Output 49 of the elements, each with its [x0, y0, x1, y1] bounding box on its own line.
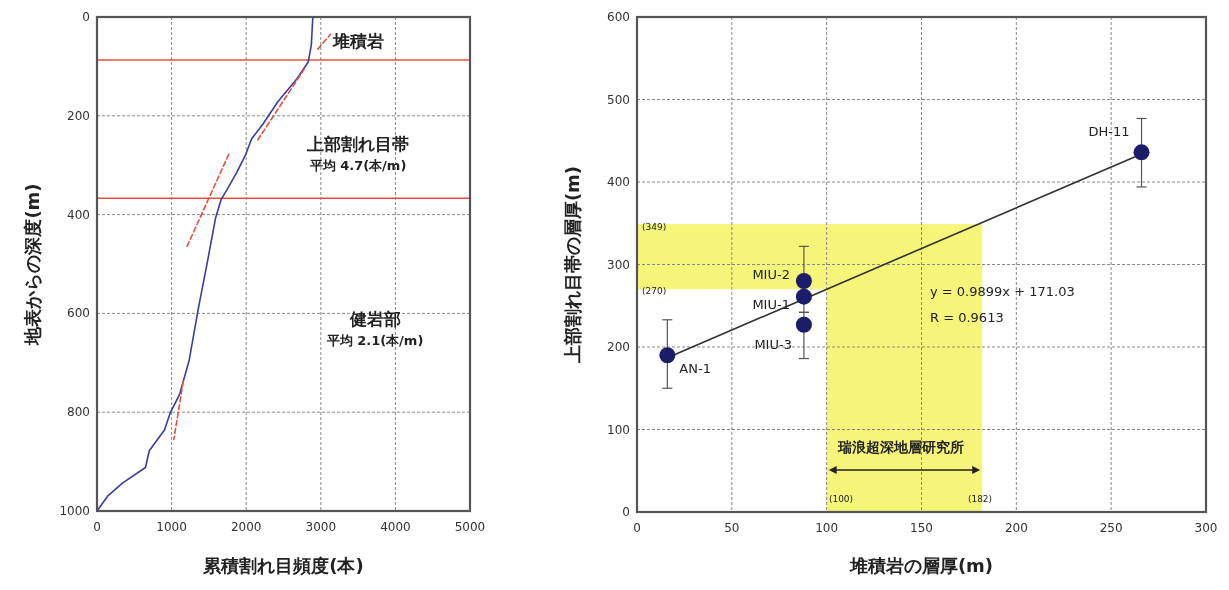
point: [1133, 144, 1150, 161]
x-tick-label: 100: [815, 521, 839, 535]
point: [659, 347, 676, 364]
x-tick-label: 200: [1004, 521, 1028, 535]
x-tick-label: 150: [910, 521, 933, 535]
y-axis-title: 地表からの深度(m): [22, 183, 43, 346]
annotation: MIU-1: [752, 296, 790, 312]
y-tick-label: 200: [67, 108, 90, 123]
x-tick-label: 4000: [380, 520, 411, 534]
y-axis-title: 上部割れ目帯の層厚(m): [562, 165, 583, 365]
point: [795, 288, 812, 305]
x-tick-label: 0: [93, 520, 101, 534]
x-tick-label: 0: [633, 521, 641, 535]
annotation: MIU-3: [754, 336, 792, 352]
y-tick-label: 600: [67, 306, 90, 321]
annotation: AN-1: [679, 361, 711, 377]
y-tick-label: 500: [607, 92, 630, 107]
point: [795, 273, 812, 289]
y-tick-label: 0: [622, 505, 630, 519]
annotation: 瑞浪超深地層研究所: [837, 439, 964, 455]
y-tick-label: 300: [607, 257, 630, 272]
x-axis-title: 累積割れ目頻度(本): [202, 555, 364, 576]
y-tick-label: 400: [607, 175, 630, 189]
y-tick-label: 400: [67, 207, 90, 222]
x-tick-label: 300: [1194, 521, 1218, 535]
y-tick-label: 100: [607, 422, 630, 437]
point: [795, 316, 812, 333]
x-tick-label: 250: [1099, 521, 1123, 535]
x-tick-label: 1000: [156, 520, 187, 534]
y-tick-label: 0: [82, 10, 90, 24]
x-tick-label: 50: [724, 521, 740, 535]
annotation: DH-11: [1088, 124, 1130, 140]
annotation: 健岩部: [348, 309, 401, 329]
annotation: 上部割れ目帯: [306, 134, 409, 154]
annotation: (100): [828, 494, 854, 504]
x-tick-label: 3000: [305, 520, 337, 534]
x-tick-label: 2000: [230, 520, 262, 534]
x-axis-title: 堆積岩の層厚(m): [848, 555, 994, 576]
x-tick-label: 5000: [454, 520, 486, 534]
annotation: MIU-2: [752, 267, 790, 282]
annotation: 平均 4.7(本/m): [308, 158, 407, 173]
annotation: 堆積岩: [331, 31, 384, 51]
annotation: 平均 2.1(本/m): [325, 333, 424, 348]
y-tick-label: 800: [67, 405, 90, 420]
annotation: (270): [642, 286, 667, 296]
y-tick-label: 600: [607, 10, 630, 24]
annotation: (349): [642, 222, 667, 232]
y-tick-label: 1000: [59, 504, 90, 518]
y-tick-label: 200: [607, 340, 630, 354]
